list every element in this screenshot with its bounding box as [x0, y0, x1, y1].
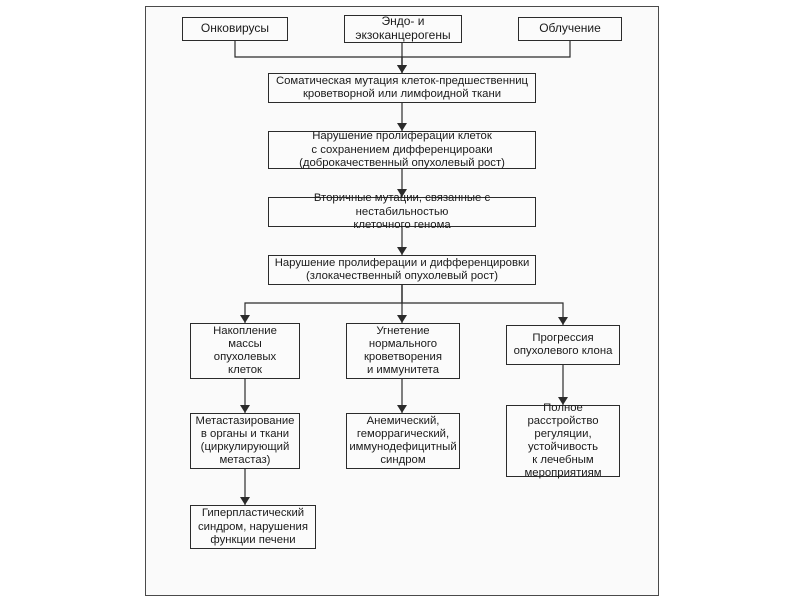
node-label: Метастазированиев органы и ткани(циркули… [196, 415, 295, 467]
node-mut2: Вторичные мутации, связанные с нестабиль… [268, 197, 536, 227]
node-label: Нарушение пролиферации и дифференцировки… [275, 257, 530, 283]
node-label: Полноерасстройстворегуляции,устойчивость… [524, 402, 601, 480]
node-prolif2: Нарушение пролиферации и дифференцировки… [268, 255, 536, 285]
node-suppress: Угнетениенормальногокроветворенияи иммун… [346, 323, 460, 379]
node-label: Соматическая мутация клеток-предшественн… [276, 75, 528, 101]
node-label: Угнетениенормальногокроветворенияи иммун… [364, 325, 442, 377]
node-label: Гиперпластическийсиндром, нарушенияфункц… [198, 507, 308, 546]
node-mass: Накоплениемассыопухолевыхклеток [190, 323, 300, 379]
node-label: Вторичные мутации, связанные с нестабиль… [273, 192, 531, 231]
node-label: Облучение [539, 22, 601, 36]
node-somatic: Соматическая мутация клеток-предшественн… [268, 73, 536, 103]
node-irr: Облучение [518, 17, 622, 41]
node-endo: Эндо- иэкзоканцерогены [344, 15, 462, 43]
node-resist: Полноерасстройстворегуляции,устойчивость… [506, 405, 620, 477]
node-label: Анемический,геморрагический,иммунодефици… [349, 415, 456, 467]
node-onco: Онковирусы [182, 17, 288, 41]
node-label: Эндо- иэкзоканцерогены [355, 15, 450, 43]
node-metast: Метастазированиев органы и ткани(циркули… [190, 413, 300, 469]
node-anemic: Анемический,геморрагический,иммунодефици… [346, 413, 460, 469]
node-hyper: Гиперпластическийсиндром, нарушенияфункц… [190, 505, 316, 549]
node-label: Онковирусы [201, 22, 269, 36]
node-label: Нарушение пролиферации клетокс сохранени… [299, 130, 505, 169]
node-progress: Прогрессияопухолевого клона [506, 325, 620, 365]
diagram-canvas: Онковирусы Эндо- иэкзоканцерогены Облучени… [0, 0, 800, 600]
node-label: Прогрессияопухолевого клона [514, 332, 613, 358]
flowchart-page: Онковирусы Эндо- иэкзоканцерогены Облучени… [145, 6, 659, 596]
node-prolif1: Нарушение пролиферации клетокс сохранени… [268, 131, 536, 169]
node-label: Накоплениемассыопухолевыхклеток [213, 325, 277, 377]
